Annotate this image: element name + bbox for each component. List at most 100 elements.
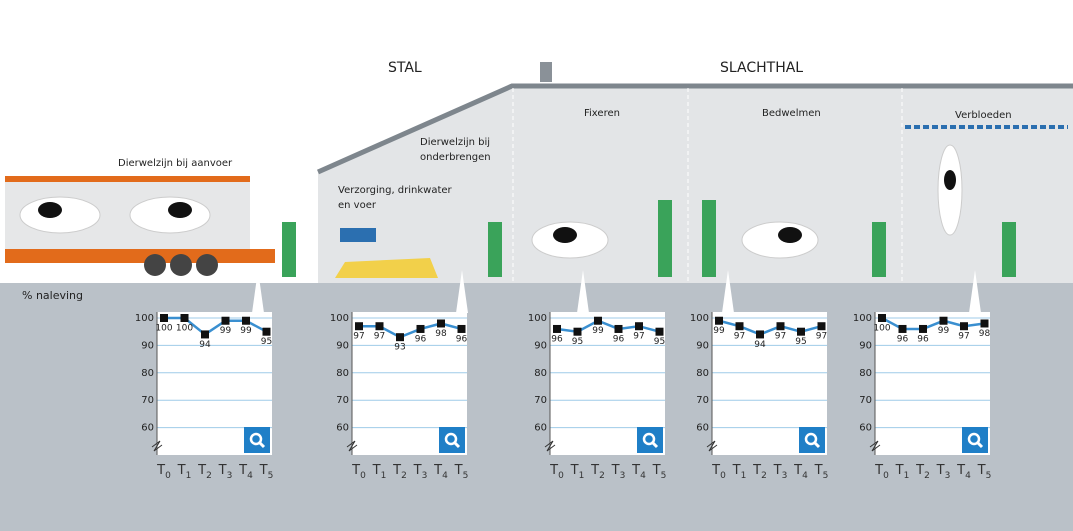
section-title: STAL (388, 60, 422, 76)
y-tick-label: 80 (696, 368, 709, 379)
marker (396, 333, 404, 341)
y-tick-label: 100 (135, 313, 154, 324)
value-label: 99 (240, 326, 252, 336)
label: Dierwelzijn bij (420, 137, 490, 148)
value-label: 94 (754, 340, 766, 350)
label: Verbloeden (955, 110, 1012, 121)
value-label: 93 (394, 343, 405, 353)
x-tick-sub: 0 (558, 471, 564, 481)
search-bg (799, 427, 825, 453)
value-label: 95 (572, 337, 583, 347)
label: en voer (338, 200, 377, 211)
value-label: 95 (261, 337, 272, 347)
x-tick-main: T (590, 463, 599, 478)
y-tick-label: 80 (859, 368, 872, 379)
marker (818, 322, 826, 330)
x-tick-sub: 5 (463, 471, 469, 481)
x-tick-sub: 4 (965, 471, 971, 481)
x-tick-main: T (570, 463, 579, 478)
y-tick-label: 80 (336, 368, 349, 379)
value-label: 96 (897, 334, 909, 344)
marker (797, 328, 805, 336)
x-tick-main: T (631, 463, 640, 478)
value-label: 96 (415, 334, 427, 344)
marker (376, 322, 384, 330)
value-label: 97 (734, 332, 745, 342)
marker (458, 325, 466, 333)
x-tick-sub: 3 (620, 471, 626, 481)
marker (355, 322, 363, 330)
y-tick-label: 70 (141, 395, 154, 406)
y-tick-label: 70 (859, 395, 872, 406)
y-tick-label: 60 (696, 423, 709, 434)
x-tick-sub: 2 (206, 471, 212, 481)
marker (656, 328, 664, 336)
x-tick-sub: 4 (640, 471, 646, 481)
x-tick-sub: 2 (924, 471, 930, 481)
value-label: 95 (654, 337, 665, 347)
marker (553, 325, 561, 333)
x-tick-main: T (915, 463, 924, 478)
marker (594, 317, 602, 325)
x-tick-main: T (874, 463, 883, 478)
x-tick-sub: 0 (883, 471, 889, 481)
label: Bedwelmen (762, 108, 821, 119)
marker (981, 319, 989, 327)
value-label: 99 (592, 326, 604, 336)
label: Verzorging, drinkwater (338, 185, 453, 196)
value-label: 99 (713, 326, 725, 336)
x-tick-main: T (238, 463, 247, 478)
x-tick-main: T (895, 463, 904, 478)
x-tick-main: T (372, 463, 381, 478)
y-tick-label: 90 (859, 340, 872, 351)
x-tick-main: T (936, 463, 945, 478)
value-label: 96 (613, 334, 625, 344)
value-label: 97 (958, 332, 969, 342)
y-tick-label: 70 (534, 395, 547, 406)
marker (777, 322, 785, 330)
x-tick-main: T (956, 463, 965, 478)
wheels (144, 254, 218, 276)
marker (736, 322, 744, 330)
x-tick-sub: 2 (761, 471, 767, 481)
search-button[interactable] (244, 427, 270, 453)
x-tick-sub: 1 (579, 471, 585, 481)
x-tick-main: T (652, 463, 661, 478)
x-tick-sub: 5 (823, 471, 829, 481)
x-tick-main: T (413, 463, 422, 478)
y-tick-label: 60 (141, 423, 154, 434)
x-tick-main: T (977, 463, 986, 478)
x-tick-sub: 2 (599, 471, 605, 481)
y-tick-label: 90 (141, 340, 154, 351)
x-tick-sub: 4 (247, 471, 253, 481)
x-tick-main: T (177, 463, 186, 478)
trailer-base (5, 249, 275, 263)
search-bg (637, 427, 663, 453)
x-tick-sub: 3 (945, 471, 951, 481)
marker (960, 322, 968, 330)
search-button[interactable] (799, 427, 825, 453)
search-button[interactable] (637, 427, 663, 453)
value-label: 99 (220, 326, 232, 336)
x-tick-main: T (433, 463, 442, 478)
x-tick-sub: 4 (442, 471, 448, 481)
y-tick-label: 90 (534, 340, 547, 351)
x-tick-sub: 1 (186, 471, 192, 481)
x-tick-sub: 0 (165, 471, 171, 481)
x-tick-main: T (392, 463, 401, 478)
x-tick-main: T (793, 463, 802, 478)
y-tick-label: 60 (336, 423, 349, 434)
search-button[interactable] (962, 427, 988, 453)
y-tick-label: 70 (336, 395, 349, 406)
y-tick-label: 100 (330, 313, 349, 324)
marker (222, 317, 230, 325)
trough (340, 228, 376, 242)
x-tick-sub: 3 (422, 471, 428, 481)
value-label: 100 (873, 324, 890, 334)
x-tick-sub: 3 (227, 471, 233, 481)
search-button[interactable] (439, 427, 465, 453)
x-tick-sub: 1 (381, 471, 387, 481)
y-label: % naleving (22, 289, 83, 302)
x-tick-sub: 1 (904, 471, 910, 481)
value-label: 96 (917, 334, 929, 344)
